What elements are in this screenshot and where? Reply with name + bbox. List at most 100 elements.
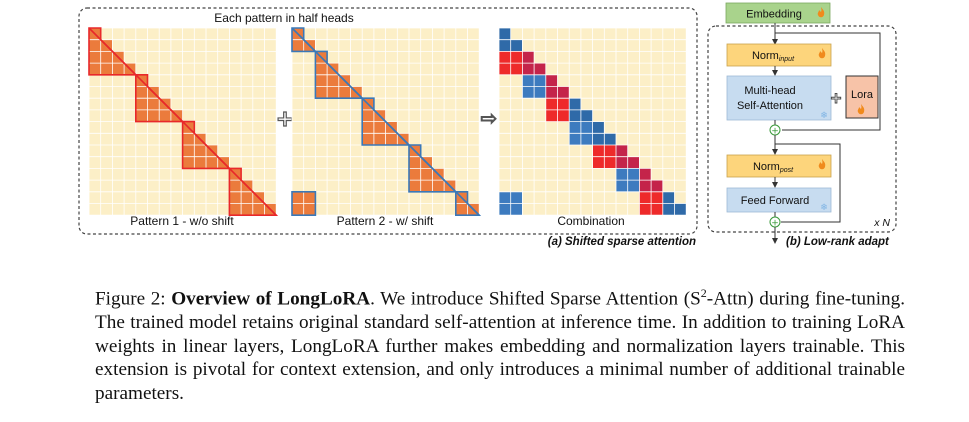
attention-cell [592, 133, 605, 145]
attention-cell [89, 63, 101, 75]
embedding-label: Embedding [746, 9, 802, 21]
attention-cell [252, 203, 265, 216]
figure-title: Overview of LongLoRA [171, 288, 371, 310]
attention-cell [315, 86, 328, 99]
attention-cell [510, 203, 523, 216]
attention-cell [580, 121, 593, 134]
attention-cell [557, 98, 570, 110]
attention-cell [557, 109, 570, 122]
mha-line1: Multi-head [744, 85, 795, 97]
fire-icon [817, 7, 825, 18]
attention-cell [362, 109, 374, 122]
attention-cell [499, 39, 511, 52]
attention-cell [373, 121, 386, 134]
pattern2-label: Pattern 2 - w/ shift [337, 214, 434, 228]
attention-cell [569, 109, 581, 122]
attention-cell [112, 63, 125, 75]
residual-plus-1: + [771, 127, 779, 137]
attention-cell [315, 63, 328, 75]
attention-cell [499, 28, 511, 40]
attention-cell [534, 86, 546, 99]
attention-cell [303, 191, 316, 204]
attention-cell [662, 203, 675, 216]
attention-cell [135, 86, 148, 99]
caption-sup: 2 [700, 286, 707, 300]
attention-cell [662, 191, 675, 204]
attention-cell [432, 180, 445, 192]
attention-cell [100, 51, 113, 64]
attention-cell [616, 156, 628, 169]
attention-cell [522, 74, 535, 87]
norm-post-label: Normpost [753, 161, 794, 174]
attention-cell [147, 98, 160, 110]
feed-forward-label: Feed Forward [741, 195, 809, 207]
attention-cell [315, 74, 328, 87]
snowflake-icon: ❄ [820, 111, 828, 121]
repeat-label: x N [873, 217, 890, 229]
attention-cell [182, 145, 195, 157]
attention-cell [522, 86, 535, 99]
figure: Each pattern in half heads Pattern 1 - w… [78, 2, 897, 248]
fire-icon [818, 48, 826, 59]
attention-cell [545, 98, 558, 110]
attention-cell [182, 133, 195, 145]
attention-cell [100, 63, 113, 75]
attention-cell [616, 180, 628, 192]
attention-cell [545, 74, 558, 87]
attention-cell [409, 180, 421, 192]
attention-cell [135, 98, 148, 110]
attention-cell [159, 109, 171, 122]
attention-cell [194, 145, 206, 157]
attention-cell [499, 63, 511, 75]
attention-cell [604, 145, 616, 157]
attention-cell [409, 168, 421, 181]
embedding-box [725, 2, 831, 24]
attention-cell [604, 156, 616, 169]
attention-cell [639, 203, 652, 216]
lora-label: Lora [851, 89, 874, 101]
attention-cell [522, 51, 535, 64]
attention-cell [651, 203, 663, 216]
panel-b-caption: (b) Low-rank adapt [786, 236, 890, 248]
caption-text-1: . We introduce Shifted Sparse Attention … [370, 288, 701, 310]
figure-number: Figure 2: [95, 288, 166, 310]
residual-plus-2: + [771, 219, 779, 229]
panel-b-frame [707, 25, 897, 233]
attention-cell [206, 156, 218, 169]
attention-cell [362, 133, 374, 145]
norm-post-box [726, 154, 832, 178]
attention-cell [627, 180, 640, 192]
panel-a-caption: (a) Shifted sparse attention [548, 236, 696, 248]
attention-cell [510, 63, 523, 75]
attention-cell [327, 86, 339, 99]
attention-cell [592, 145, 605, 157]
attention-cell [499, 203, 511, 216]
attention-cell [373, 133, 386, 145]
plus-symbol: + [276, 107, 294, 132]
attention-cell [569, 133, 581, 145]
attention-cell [385, 133, 398, 145]
attention-cell [510, 51, 523, 64]
attention-cell [135, 109, 148, 122]
combination-grid [498, 27, 687, 216]
arrow-icon: ⇨ [481, 106, 498, 130]
mha-box [726, 75, 832, 121]
attention-cell [674, 203, 687, 216]
attention-cell [499, 51, 511, 64]
feed-forward-box [726, 187, 832, 213]
attention-cell [639, 180, 652, 192]
attention-cell [545, 86, 558, 99]
pattern1-label: Pattern 1 - w/o shift [130, 214, 234, 228]
norm-input-label: Norminput [752, 50, 795, 63]
attention-cell [292, 39, 304, 52]
attention-cell [592, 121, 605, 134]
attention-cell [327, 74, 339, 87]
attention-cell [616, 145, 628, 157]
attention-cell [627, 168, 640, 181]
attention-cell [229, 191, 242, 204]
attention-cell [510, 191, 523, 204]
attention-cell [338, 86, 351, 99]
attention-cell [534, 74, 546, 87]
combination-label: Combination [557, 214, 624, 228]
attention-cell [499, 191, 511, 204]
